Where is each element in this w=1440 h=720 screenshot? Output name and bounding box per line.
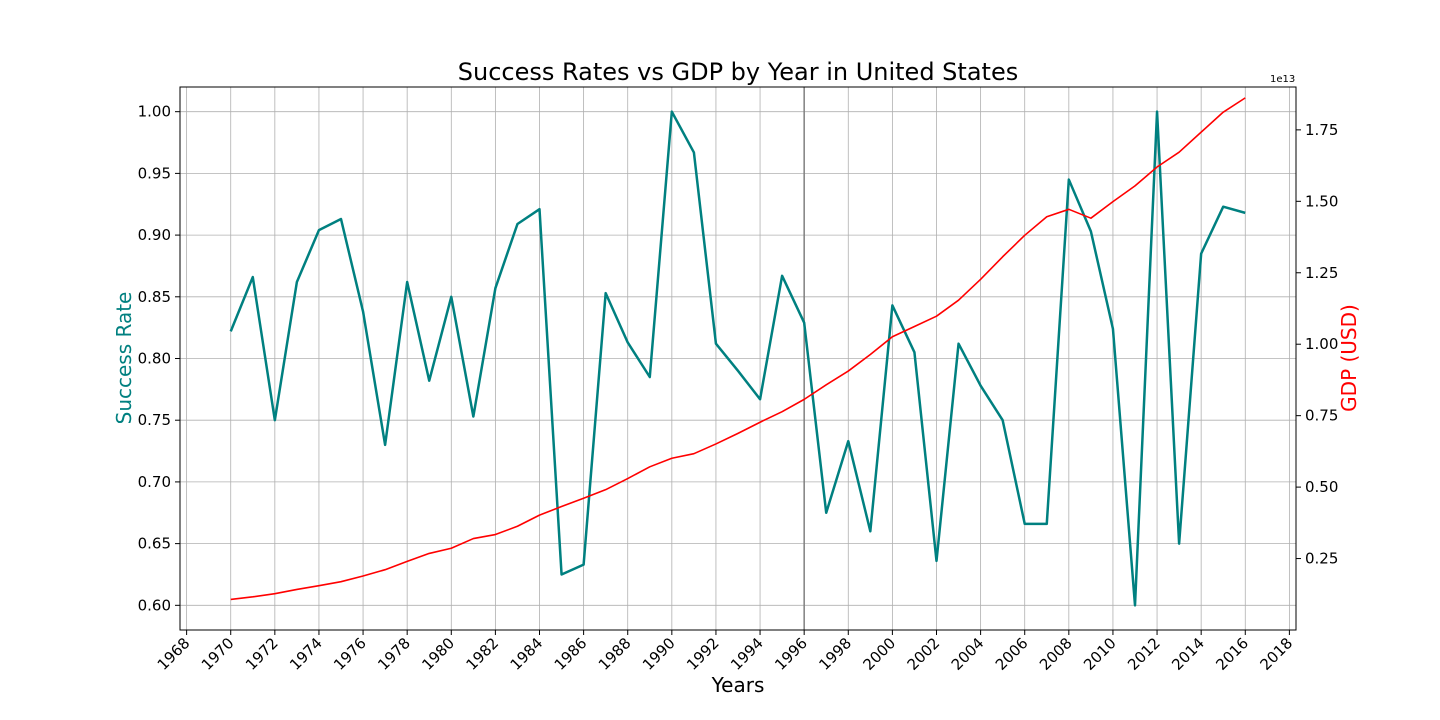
y-left-tick-label: 0.75 (138, 411, 171, 429)
x-tick-label: 1992 (683, 634, 723, 674)
x-tick-label: 2014 (1168, 634, 1208, 674)
y-axis-left-title: Success Rate (112, 292, 136, 425)
y-right-tick-label: 0.50 (1305, 478, 1338, 496)
x-tick-label: 2000 (859, 634, 899, 674)
y-left-tick-label: 0.60 (138, 596, 171, 614)
y-right-tick-label: 0.75 (1305, 407, 1338, 425)
x-tick-label: 1974 (286, 634, 326, 674)
x-tick-label: 1980 (418, 634, 458, 674)
x-axis: 1968 1970 1972 1974 1976 1978 1980 1982 1984 1986… (154, 630, 1296, 674)
series-group (229, 97, 1246, 607)
x-tick-label: 1994 (727, 634, 767, 674)
x-tick-label: 2008 (1036, 634, 1076, 674)
x-tick-label: 2012 (1124, 634, 1164, 674)
x-tick-label: 1990 (639, 634, 679, 674)
x-tick-label: 1986 (551, 634, 591, 674)
y-right-tick-label: 1.75 (1305, 121, 1338, 139)
y-right-tick-label: 0.25 (1305, 550, 1338, 568)
x-tick-label: 2002 (904, 634, 944, 674)
x-tick-label: 1988 (595, 634, 635, 674)
x-tick-label: 1972 (242, 634, 282, 674)
x-tick-label: 1970 (198, 634, 238, 674)
y-axis-left: 0.60 0.65 0.70 0.75 0.80 0.85 0.90 0.95 1.00 (138, 103, 180, 614)
y-right-tick-label: 1.50 (1305, 192, 1338, 210)
y-left-tick-label: 0.65 (138, 535, 171, 553)
x-tick-label: 1996 (771, 634, 811, 674)
chart-title: Success Rates vs GDP by Year in United S… (458, 58, 1018, 86)
x-tick-label: 1976 (330, 634, 370, 674)
x-tick-label: 2010 (1080, 634, 1120, 674)
y-left-tick-label: 0.70 (138, 473, 171, 491)
x-tick-label: 1998 (815, 634, 855, 674)
y-left-tick-label: 1.00 (138, 103, 171, 121)
y-right-tick-label: 1.25 (1305, 264, 1338, 282)
x-tick-label: 1968 (154, 634, 194, 674)
grid (180, 87, 1296, 630)
y-left-tick-label: 0.95 (138, 164, 171, 182)
y-left-tick-label: 0.85 (138, 288, 171, 306)
right-axis-offset-label: 1e13 (1270, 74, 1295, 85)
x-tick-label: 1982 (462, 634, 502, 674)
y-axis-right: 0.25 0.50 0.75 1.00 1.25 1.50 1.75 (1296, 121, 1338, 568)
x-tick-label: 1978 (374, 634, 414, 674)
x-tick-label: 2018 (1256, 634, 1296, 674)
x-tick-label: 2004 (948, 634, 988, 674)
y-left-tick-label: 0.90 (138, 226, 171, 244)
y-left-tick-label: 0.80 (138, 350, 171, 368)
x-axis-title: Years (711, 673, 765, 697)
success-rate-line (229, 110, 1246, 607)
y-right-tick-label: 1.00 (1305, 335, 1338, 353)
gdp-line (230, 97, 1246, 601)
x-tick-label: 2016 (1212, 634, 1252, 674)
x-tick-label: 1984 (507, 634, 547, 674)
x-tick-label: 2006 (992, 634, 1032, 674)
y-axis-right-title: GDP (USD) (1337, 304, 1361, 412)
